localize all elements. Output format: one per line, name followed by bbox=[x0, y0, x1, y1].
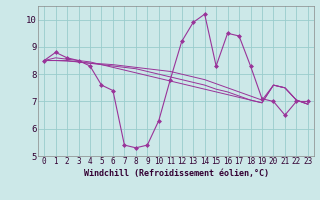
X-axis label: Windchill (Refroidissement éolien,°C): Windchill (Refroidissement éolien,°C) bbox=[84, 169, 268, 178]
